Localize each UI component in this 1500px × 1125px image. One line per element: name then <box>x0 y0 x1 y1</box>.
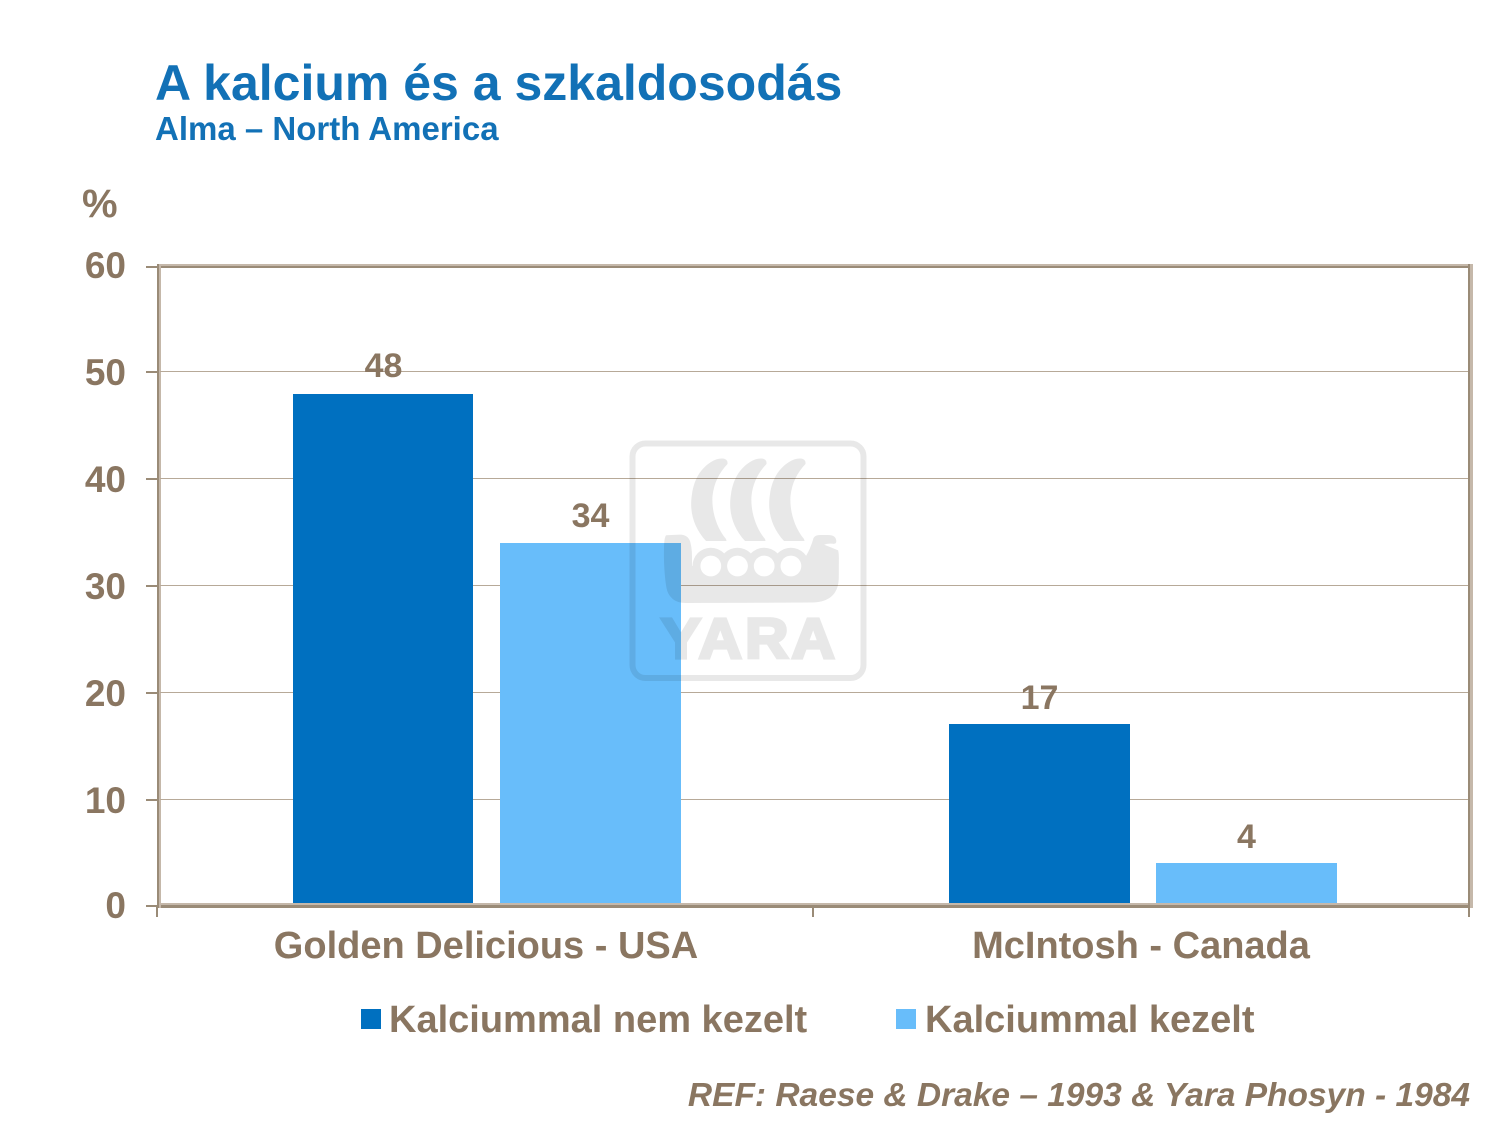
svg-text:YARA: YARA <box>661 607 838 671</box>
